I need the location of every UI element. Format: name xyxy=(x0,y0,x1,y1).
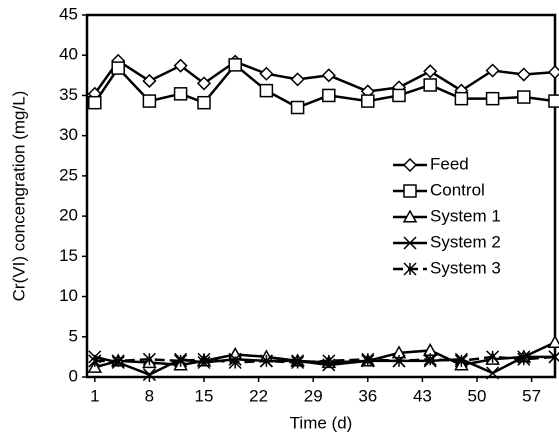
marker xyxy=(88,95,102,110)
marker xyxy=(517,352,531,366)
y-axis-label: Cr(VI) concengration (mg/L) xyxy=(9,91,28,302)
marker xyxy=(392,354,406,368)
marker xyxy=(403,236,417,250)
legend-label: System 2 xyxy=(430,232,501,251)
legend-label: Control xyxy=(430,180,485,199)
x-tick-label: 43 xyxy=(413,386,432,405)
marker xyxy=(321,68,336,83)
marker xyxy=(486,350,500,364)
marker xyxy=(290,72,305,87)
marker xyxy=(228,58,242,72)
marker xyxy=(423,78,437,92)
y-tick-label: 10 xyxy=(59,286,78,305)
marker xyxy=(291,355,305,370)
marker xyxy=(361,94,375,108)
marker xyxy=(259,66,274,81)
x-tick-label: 15 xyxy=(195,386,214,405)
marker xyxy=(402,157,418,173)
marker xyxy=(174,354,188,368)
marker xyxy=(454,91,469,106)
marker xyxy=(547,65,559,80)
y-tick-label: 25 xyxy=(59,165,78,184)
series-line xyxy=(94,355,556,364)
marker xyxy=(547,334,559,348)
marker xyxy=(392,88,406,103)
marker xyxy=(548,350,559,364)
marker xyxy=(259,354,273,368)
x-axis-label: Time (d) xyxy=(290,413,353,432)
marker xyxy=(423,64,438,79)
x-tick-label: 57 xyxy=(522,386,541,405)
legend-label: System 1 xyxy=(430,206,501,225)
x-tick-label: 29 xyxy=(304,386,323,405)
marker xyxy=(423,352,437,366)
marker xyxy=(290,100,305,115)
x-tick-label: 36 xyxy=(358,386,377,405)
legend-label: System 3 xyxy=(430,258,501,277)
marker xyxy=(173,87,188,101)
x-tick-label: 22 xyxy=(249,386,268,405)
plot-frame xyxy=(85,13,557,379)
y-tick-label: 30 xyxy=(59,125,78,144)
x-tick-label: 1 xyxy=(90,386,99,405)
series-line xyxy=(93,59,556,95)
marker xyxy=(111,354,125,368)
marker xyxy=(142,73,157,89)
marker xyxy=(142,94,157,108)
marker xyxy=(142,352,156,366)
marker xyxy=(454,354,468,368)
series-line xyxy=(93,63,556,109)
marker xyxy=(361,352,375,366)
y-tick-label: 40 xyxy=(59,45,78,64)
marker xyxy=(173,58,188,73)
y-tick-label: 0 xyxy=(69,366,78,385)
y-tick-label: 45 xyxy=(59,4,78,23)
marker xyxy=(228,355,242,370)
marker xyxy=(548,94,559,108)
x-tick-label: 50 xyxy=(468,386,487,405)
marker xyxy=(197,352,211,366)
marker xyxy=(196,76,212,91)
marker xyxy=(88,354,102,368)
marker xyxy=(486,366,500,380)
marker xyxy=(485,91,500,106)
legend-label: Feed xyxy=(430,154,469,173)
marker xyxy=(485,63,500,78)
y-tick-label: 35 xyxy=(59,85,78,104)
marker xyxy=(259,83,274,98)
marker xyxy=(197,95,211,110)
marker xyxy=(403,184,417,198)
marker xyxy=(402,209,418,223)
marker xyxy=(517,90,531,104)
marker xyxy=(322,88,336,103)
marker xyxy=(516,67,531,82)
marker xyxy=(403,262,417,276)
y-tick-label: 15 xyxy=(59,246,78,265)
marker xyxy=(322,354,336,368)
marker xyxy=(111,61,125,75)
y-tick-label: 20 xyxy=(59,206,78,225)
y-tick-label: 5 xyxy=(69,326,78,345)
marker xyxy=(142,368,156,382)
x-tick-label: 8 xyxy=(145,386,154,405)
